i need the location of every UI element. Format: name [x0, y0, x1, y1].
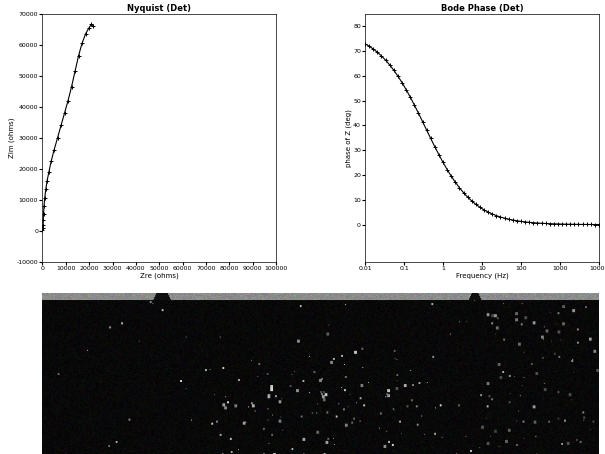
- X-axis label: Frequency (Hz): Frequency (Hz): [456, 272, 508, 279]
- Title: Bode Phase (Det): Bode Phase (Det): [440, 4, 523, 13]
- Title: Nyquist (Det): Nyquist (Det): [127, 4, 191, 13]
- Y-axis label: phase of Z (deg): phase of Z (deg): [345, 109, 352, 167]
- X-axis label: Zre (ohms): Zre (ohms): [140, 272, 178, 279]
- Y-axis label: Zim (ohms): Zim (ohms): [8, 118, 15, 158]
